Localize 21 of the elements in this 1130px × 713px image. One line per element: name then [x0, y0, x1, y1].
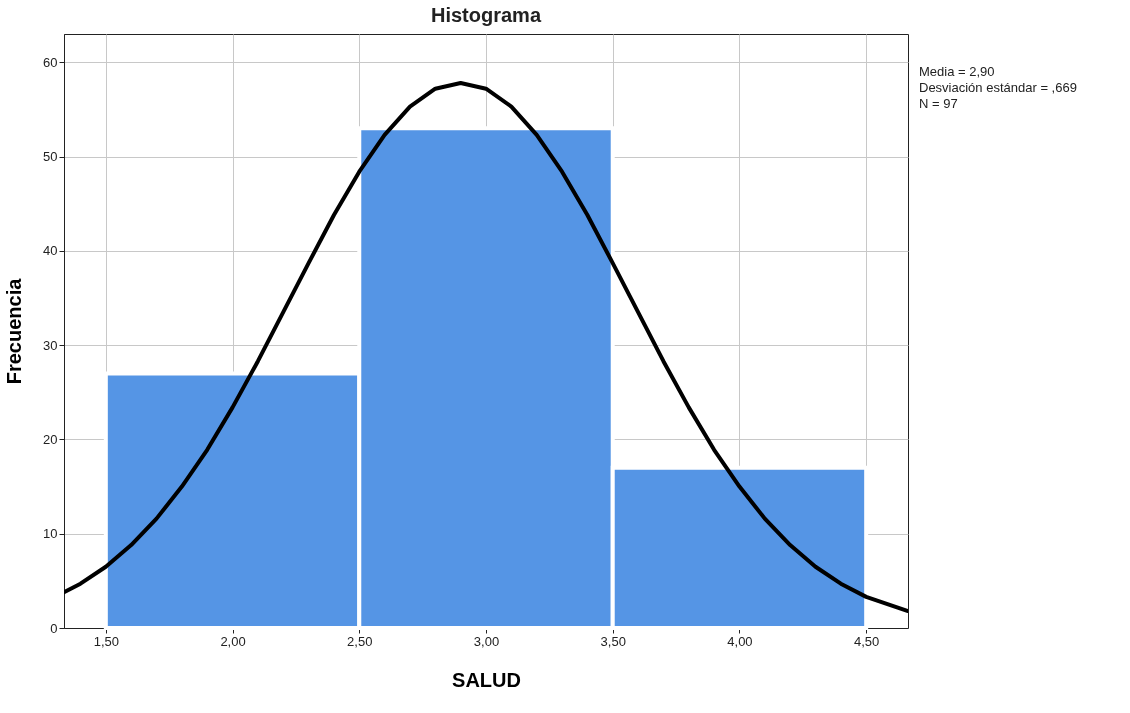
y-tick-label: 20: [43, 431, 58, 447]
x-tick-label: 2,50: [347, 633, 373, 649]
chart-title: Histograma: [430, 4, 542, 26]
y-tick-label: 60: [43, 54, 58, 70]
y-tick-label: 10: [43, 526, 58, 542]
x-tick-label: 2,00: [220, 633, 246, 649]
x-tick-label: 1,50: [93, 633, 119, 649]
x-tick-label: 4,00: [727, 633, 753, 649]
text: Desviación estándar = ,669: [919, 80, 1077, 95]
y-axis-title: Frecuencia: [3, 277, 26, 385]
text: Media = 2,90: [919, 64, 995, 79]
y-tick-label: 40: [43, 243, 58, 259]
x-tick-label: 3,00: [473, 633, 500, 649]
y-tick-label: 30: [43, 337, 58, 353]
line-series: [64, 81, 908, 614]
y-tick-label: 50: [43, 149, 58, 165]
x-tick-label: 4,50: [854, 633, 880, 649]
text: N = 97: [919, 96, 958, 111]
x-tick-label: 3,50: [600, 633, 626, 649]
y-tick-label: 0: [50, 620, 58, 636]
x-axis-title: SALUD: [452, 668, 521, 691]
